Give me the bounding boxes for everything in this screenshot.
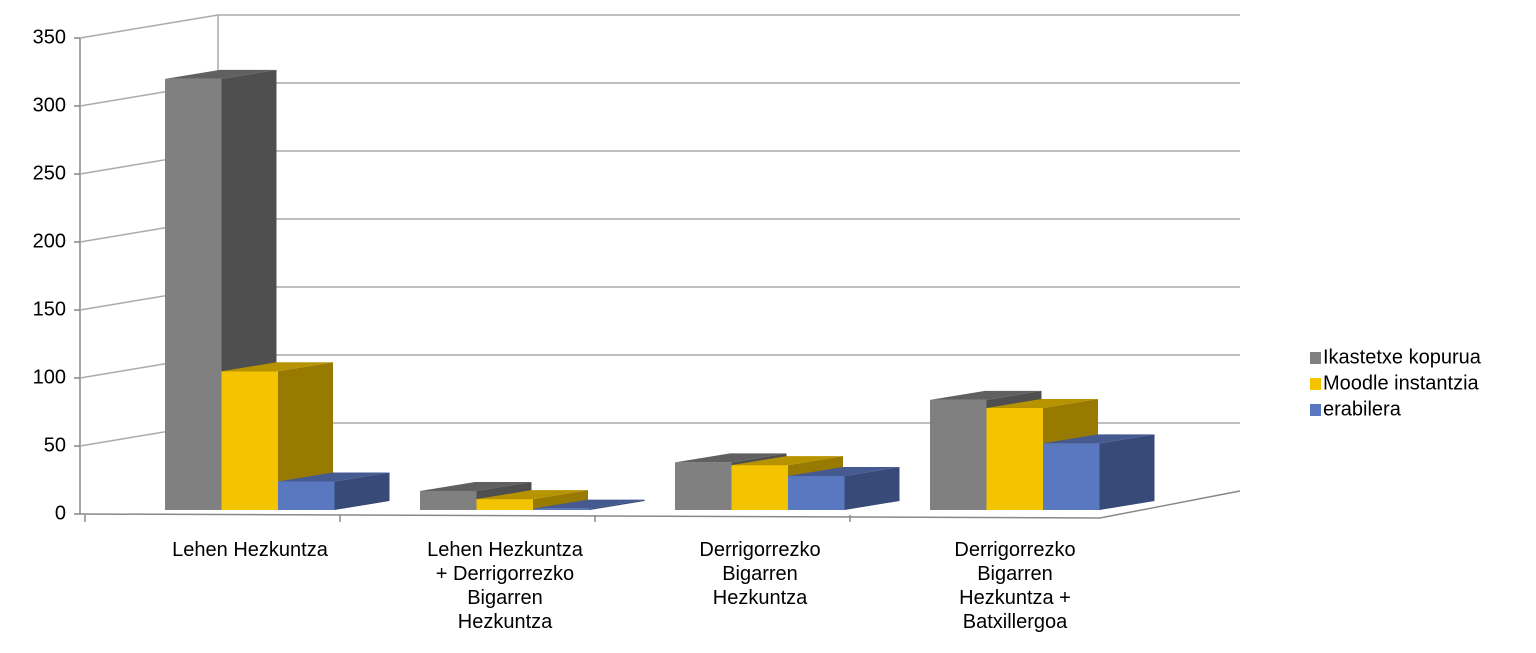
x-tick-label: Derrigorrezko Bigarren Hezkuntza + Batxi… [954,539,1076,633]
grid-line [79,14,1240,39]
x-tick-label: Derrigorrezko Bigarren Hezkuntza [699,539,821,609]
y-tick-label: 100 [33,366,66,388]
y-tick-label: 150 [33,298,66,320]
bar-top [533,499,645,509]
bar-top [788,467,900,476]
legend-label: Ikastetxe kopurua [1323,346,1482,368]
bar-side [589,499,645,510]
bar [476,499,533,510]
y-tick-label: 50 [44,434,66,456]
bar [675,462,732,510]
legend-swatch [1310,352,1321,364]
bar-top [731,456,843,466]
bar-top [986,399,1098,408]
bar [165,78,222,510]
bar-side [334,472,390,510]
bar [731,465,788,510]
y-tick-label: 250 [33,162,66,184]
bar [930,399,987,510]
y-tick-label: 300 [33,94,66,116]
bar [788,476,845,510]
bar-top [221,362,333,372]
legend-swatch [1310,378,1321,390]
bar-top [675,453,787,463]
floor-edge [79,490,1241,519]
bar-top [420,481,532,491]
legend-swatch [1310,404,1321,416]
bar-side [844,467,900,510]
legend-label: Moodle instantzia [1323,372,1480,394]
bar [533,508,590,510]
y-tick-label: 200 [33,230,66,252]
y-tick-label: 0 [55,502,66,524]
x-tick-label: Lehen Hezkuntza + Derrigorrezko Bigarren… [427,539,583,633]
bar [1043,443,1100,510]
bar-top [930,390,1042,400]
bar-top [165,69,277,79]
bar [278,481,335,510]
bar [420,490,477,510]
x-tick-label: Lehen Hezkuntza [172,539,328,561]
bar [986,408,1043,510]
bar [221,371,278,510]
bar-top [278,472,390,482]
bar-side [278,362,333,510]
bar-side [1099,434,1155,510]
bar-top [476,490,588,500]
y-tick-label: 350 [33,26,66,48]
bar-top [1043,434,1155,444]
bar-side [533,490,588,510]
legend-label: erabilera [1323,398,1402,420]
